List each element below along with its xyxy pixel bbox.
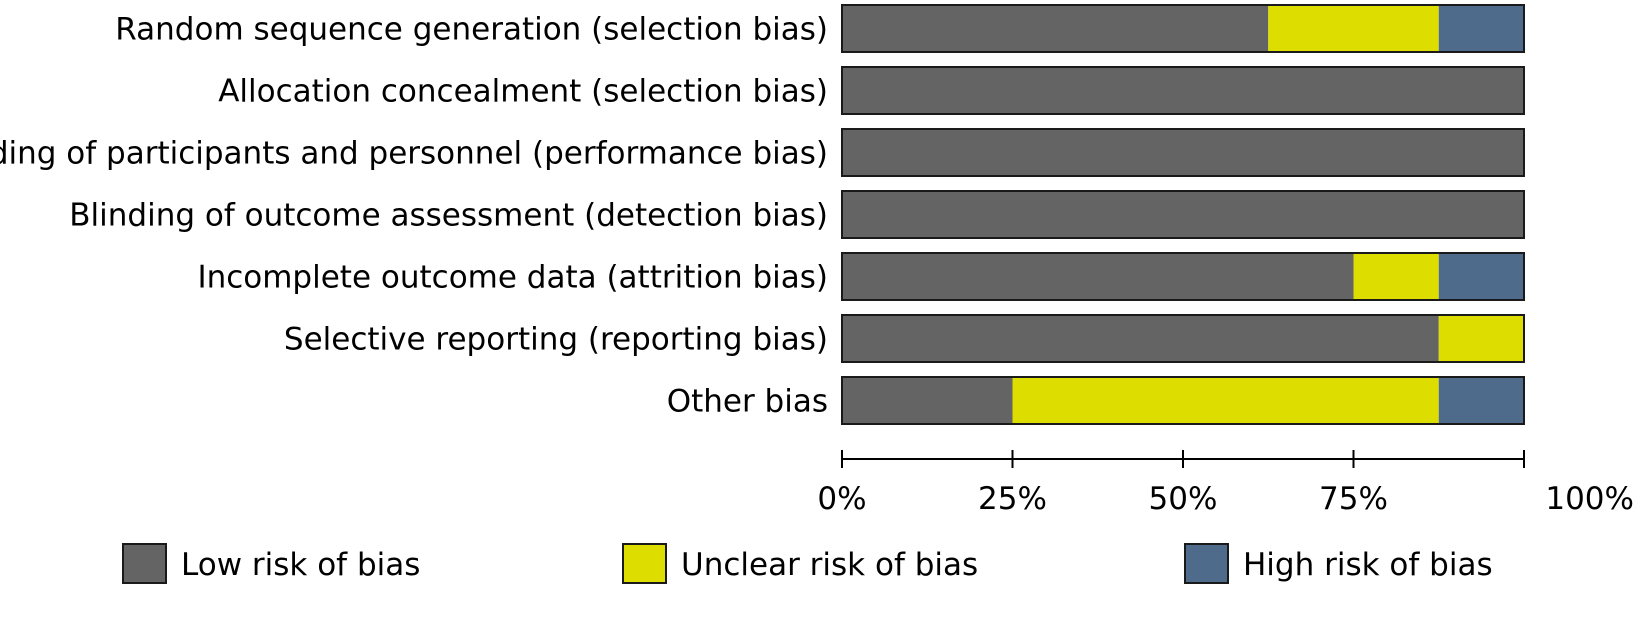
- bar-segment-low-risk-of-bias: [842, 129, 1524, 176]
- bar-row-6: [841, 314, 1525, 363]
- legend: Low risk of bias Unclear risk of bias High…: [122, 543, 1493, 584]
- bar-segment-unclear-risk-of-bias: [1353, 253, 1439, 300]
- category-label: Incomplete outcome data (attrition bias): [197, 260, 828, 296]
- bar-segment-high-risk-of-bias: [1438, 253, 1524, 300]
- bar-outline: [841, 128, 1525, 177]
- category-label: Other bias: [667, 384, 828, 420]
- bar-row-7: [841, 376, 1525, 425]
- legend-item-high-risk-of-bias: High risk of bias: [1184, 543, 1493, 584]
- bar-outline: [841, 66, 1525, 115]
- category-labels: Random sequence generation (selection bi…: [0, 12, 828, 420]
- category-label: Random sequence generation (selection bi…: [115, 12, 828, 48]
- legend-swatch: [122, 543, 167, 584]
- legend-label: Unclear risk of bias: [681, 547, 978, 583]
- legend-label: High risk of bias: [1243, 547, 1493, 583]
- bar-segment-low-risk-of-bias: [842, 253, 1354, 300]
- bar-segment-unclear-risk-of-bias: [1438, 315, 1524, 362]
- stacked-bars: [841, 4, 1525, 425]
- bar-outline: [841, 314, 1525, 363]
- x-tick-label: 100%: [1545, 481, 1634, 517]
- legend-swatch: [1184, 543, 1229, 584]
- category-label: Blinding of participants and personnel (…: [0, 136, 828, 172]
- bar-segment-unclear-risk-of-bias: [1268, 5, 1439, 52]
- category-label: Selective reporting (reporting bias): [284, 322, 828, 358]
- x-tick-label: 25%: [978, 481, 1047, 517]
- bar-outline: [841, 376, 1525, 425]
- bar-segment-high-risk-of-bias: [1438, 5, 1524, 52]
- x-tick-label: 50%: [1149, 481, 1218, 517]
- bar-segment-low-risk-of-bias: [842, 67, 1524, 114]
- bar-segment-low-risk-of-bias: [842, 191, 1524, 238]
- bar-outline: [841, 4, 1525, 53]
- bar-outline: [841, 190, 1525, 239]
- x-tick-label: 0%: [817, 481, 866, 517]
- bar-segment-high-risk-of-bias: [1438, 377, 1524, 424]
- bar-row-2: [841, 66, 1525, 115]
- x-axis: 0% 25% 50% 75% 100%: [817, 450, 1634, 517]
- bar-outline: [841, 252, 1525, 301]
- bar-row-3: [841, 128, 1525, 177]
- legend-item-low-risk-of-bias: Low risk of bias: [122, 543, 420, 584]
- bar-segment-low-risk-of-bias: [842, 315, 1439, 362]
- legend-swatch: [622, 543, 667, 584]
- bar-row-1: [841, 4, 1525, 53]
- legend-item-unclear-risk-of-bias: Unclear risk of bias: [622, 543, 978, 584]
- bar-segment-unclear-risk-of-bias: [1012, 377, 1439, 424]
- bar-row-5: [841, 252, 1525, 301]
- bar-segment-low-risk-of-bias: [842, 377, 1013, 424]
- category-label: Blinding of outcome assessment (detectio…: [69, 198, 828, 234]
- bar-row-4: [841, 190, 1525, 239]
- category-label: Allocation concealment (selection bias): [218, 74, 828, 110]
- bar-segment-low-risk-of-bias: [842, 5, 1269, 52]
- legend-label: Low risk of bias: [181, 547, 420, 583]
- x-tick-label: 75%: [1319, 481, 1388, 517]
